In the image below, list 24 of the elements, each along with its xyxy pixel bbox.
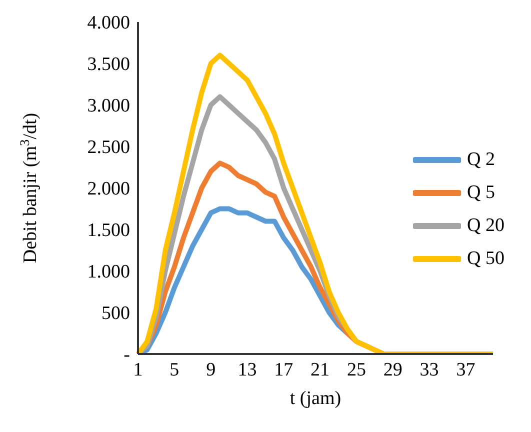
legend-label: Q 2 bbox=[467, 148, 495, 172]
legend-label: Q 20 bbox=[467, 214, 504, 238]
x-tick-label: 25 bbox=[346, 359, 366, 380]
x-tick-label: 33 bbox=[420, 359, 439, 380]
y-tick-label: 4.000 bbox=[87, 12, 130, 34]
y-tick-label: 3.000 bbox=[87, 96, 130, 117]
x-axis-title: t (jam) bbox=[290, 388, 342, 409]
x-tick-label: 29 bbox=[383, 359, 402, 380]
x-tick-label: 9 bbox=[206, 359, 216, 380]
x-tick-label: 37 bbox=[456, 359, 476, 380]
x-tick-label: 1 bbox=[133, 359, 143, 380]
x-tick-label: 13 bbox=[238, 359, 257, 380]
y-tick-label: 2.000 bbox=[87, 178, 130, 200]
y-tick-label: - bbox=[124, 344, 130, 366]
x-tick-label: 5 bbox=[170, 359, 180, 380]
x-tick-label: 21 bbox=[310, 359, 330, 380]
y-tick-label: 3.500 bbox=[87, 54, 130, 76]
legend-label: Q 5 bbox=[467, 181, 495, 205]
y-tick-label: 1.500 bbox=[87, 220, 130, 242]
legend-label: Q 50 bbox=[467, 247, 504, 271]
y-tick-label: 2.500 bbox=[87, 137, 130, 158]
x-tick-label: 17 bbox=[274, 359, 294, 380]
y-tick-label: 1.000 bbox=[87, 262, 130, 283]
y-tick-label: 500 bbox=[102, 303, 130, 324]
